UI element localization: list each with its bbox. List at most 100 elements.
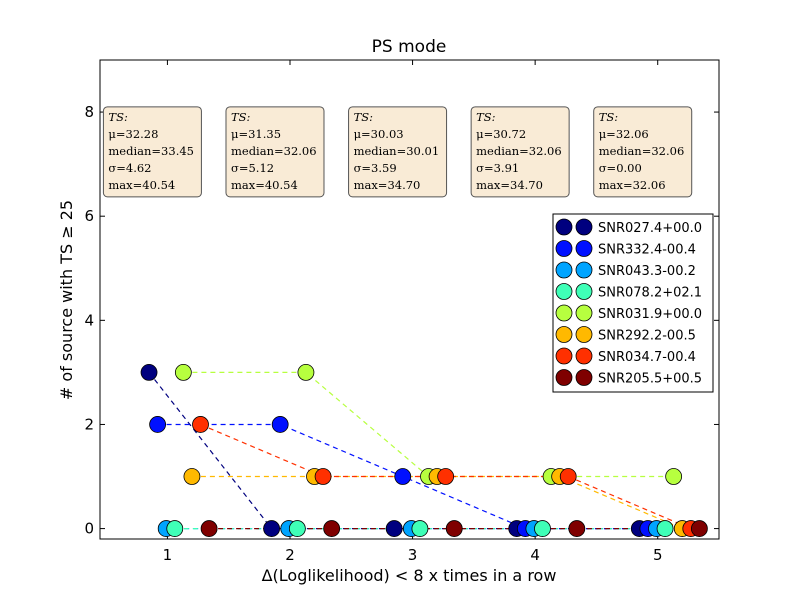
data-point: [183, 468, 201, 485]
stat-box-frame: [348, 106, 448, 198]
legend-entry: SNR034.7-00.4: [598, 350, 696, 365]
stat-box-heading: TS:: [599, 110, 619, 124]
data-point: [656, 520, 674, 537]
legend-entry: SNR043.3-00.2: [598, 264, 696, 279]
legend-marker: [555, 326, 573, 343]
stat-box-line: max=40.54: [108, 178, 175, 192]
x-axis-label: Δ(Loglikelihood) < 8 x times in a row: [262, 566, 557, 585]
legend-marker: [555, 218, 573, 236]
data-point: [314, 468, 332, 485]
stat-box-frame: [225, 106, 325, 198]
stat-box-line: μ=30.03: [354, 127, 404, 141]
legend-marker: [555, 347, 573, 365]
data-point: [271, 416, 289, 433]
stat-box-line: σ=0.00: [599, 161, 642, 175]
x-tick-label: 4: [530, 546, 540, 564]
stat-box-line: max=32.06: [599, 178, 666, 192]
stat-box-frame: [470, 106, 570, 198]
data-point: [288, 520, 306, 537]
stat-box-heading: TS:: [231, 110, 251, 124]
stat-box-line: μ=31.35: [231, 127, 281, 141]
legend-entry: SNR031.9+00.0: [598, 307, 702, 322]
stat-box-line: σ=5.12: [231, 161, 274, 175]
legend-marker: [575, 261, 593, 279]
y-tick-label: 2: [84, 415, 94, 433]
x-tick-label: 2: [285, 546, 295, 564]
stat-box: TS: μ=30.72 median=32.06 σ=3.91 max=34.70: [470, 106, 570, 198]
legend-entry: SNR332.4-00.4: [598, 243, 696, 258]
stat-box-frame: [593, 106, 693, 198]
legend-entry: SNR078.2+02.1: [598, 286, 702, 301]
stat-box: TS: μ=32.06 median=32.06 σ=0.00 max=32.06: [593, 106, 693, 198]
y-tick-label: 6: [84, 207, 94, 225]
data-point: [445, 520, 463, 537]
data-point: [323, 520, 341, 537]
data-point: [568, 520, 586, 537]
data-point: [297, 363, 315, 381]
stat-box: TS: μ=30.03 median=30.01 σ=3.59 max=34.70: [348, 106, 448, 198]
data-point: [690, 520, 708, 537]
y-tick-label: 4: [84, 311, 94, 329]
data-point: [665, 468, 683, 485]
legend-marker: [555, 369, 573, 386]
x-tick-label: 5: [653, 546, 663, 564]
data-point: [140, 363, 158, 381]
data-point: [166, 520, 184, 537]
legend-marker: [575, 218, 593, 236]
data-point: [394, 468, 412, 485]
data-point: [200, 520, 218, 537]
legend: SNR027.4+00.0 SNR332.4-00.4 SNR043.3-00.2 S…: [552, 213, 714, 393]
x-tick-label: 3: [408, 546, 418, 564]
y-axis-label: # of source with TS ≥ 25: [57, 200, 76, 400]
legend-marker: [555, 240, 573, 257]
data-point: [385, 520, 403, 537]
y-tick-label: 0: [84, 520, 94, 538]
legend-entry: SNR205.5+00.5: [598, 372, 702, 387]
legend-marker: [555, 304, 573, 322]
stat-box-heading: TS:: [108, 110, 128, 124]
legend-marker: [575, 369, 593, 386]
data-point: [192, 416, 209, 433]
legend-marker: [575, 326, 593, 343]
stat-box-line: max=40.54: [231, 178, 298, 192]
data-point: [411, 520, 429, 537]
stat-box-line: μ=32.06: [599, 127, 649, 141]
chart-title: PS mode: [372, 37, 447, 57]
stat-box-line: median=32.06: [599, 144, 685, 158]
stat-box-line: max=34.70: [476, 178, 543, 192]
legend-entry: SNR027.4+00.0: [598, 221, 702, 236]
legend-marker: [555, 261, 573, 279]
legend-marker: [575, 240, 593, 257]
stat-box-line: σ=3.59: [354, 161, 397, 175]
legend-frame: [552, 213, 714, 393]
plot-area: 1 2 3 4 5 0 2 4 6 8 TS: μ=32.28 median=33.45 σ=4.62 ma…: [84, 59, 720, 564]
stat-box-line: median=32.06: [476, 144, 562, 158]
stat-box-line: μ=30.72: [476, 127, 526, 141]
stat-box-line: μ=32.28: [108, 127, 158, 141]
y-tick-label: 8: [84, 103, 94, 121]
data-point: [149, 416, 167, 433]
stat-box-line: σ=4.62: [108, 161, 151, 175]
legend-entry: SNR292.2-00.5: [598, 329, 696, 344]
stat-box-heading: TS:: [354, 110, 374, 124]
legend-marker: [575, 347, 593, 365]
legend-marker: [575, 304, 593, 322]
data-point: [437, 468, 455, 485]
stat-box-line: median=32.06: [231, 144, 317, 158]
x-tick-label: 1: [163, 546, 173, 564]
legend-marker: [555, 283, 573, 300]
data-point: [174, 363, 192, 381]
data-point: [263, 520, 281, 537]
stat-box-line: median=33.45: [108, 144, 194, 158]
stat-box-heading: TS:: [476, 110, 496, 124]
stat-box-line: median=30.01: [354, 144, 440, 158]
stat-box-frame: [102, 106, 202, 198]
data-point: [534, 520, 551, 537]
legend-marker: [575, 283, 593, 300]
stat-box: TS: μ=31.35 median=32.06 σ=5.12 max=40.54: [225, 106, 325, 198]
stat-box-line: max=34.70: [354, 178, 421, 192]
data-point: [559, 468, 577, 485]
stat-box-line: σ=3.91: [476, 161, 519, 175]
stat-box: TS: μ=32.28 median=33.45 σ=4.62 max=40.54: [102, 106, 202, 198]
